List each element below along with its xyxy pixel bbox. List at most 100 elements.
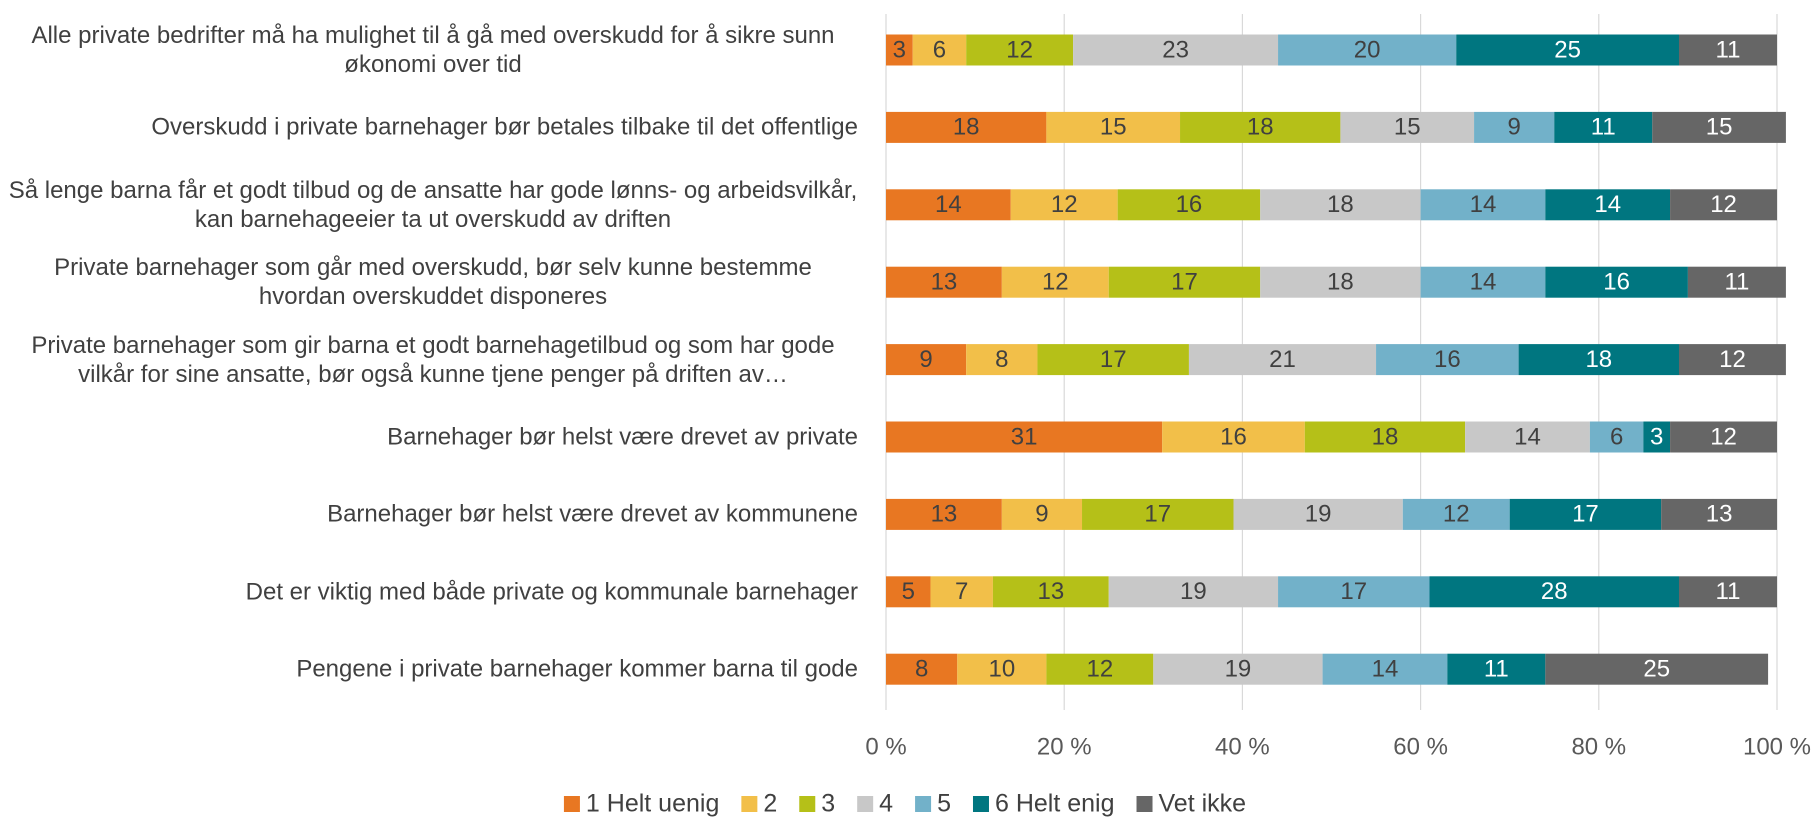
data-label: 14 xyxy=(1594,191,1621,218)
bar-segment xyxy=(1402,498,1510,530)
data-label: 14 xyxy=(1470,191,1497,218)
data-label: 18 xyxy=(1327,191,1354,218)
bar-segment xyxy=(1010,189,1118,221)
data-label: 3 xyxy=(1650,423,1663,450)
bar-segment xyxy=(1420,189,1546,221)
data-label: 17 xyxy=(1100,346,1127,373)
data-label: 19 xyxy=(1180,578,1207,605)
legend-label: 2 xyxy=(763,790,777,818)
bar-segment xyxy=(886,266,1002,298)
bar-segment xyxy=(1260,189,1421,221)
legend: 1 Helt uenig 2 3 4 5 6 Helt enig Vet ikke xyxy=(563,790,1247,818)
bar-segment xyxy=(1233,498,1403,530)
legend-swatch xyxy=(857,796,874,812)
data-label: 28 xyxy=(1541,578,1568,605)
bar-segment xyxy=(1589,421,1644,453)
data-label: 15 xyxy=(1706,114,1733,141)
legend-swatch xyxy=(1136,796,1153,812)
data-label: 16 xyxy=(1220,423,1247,450)
legend-swatch xyxy=(741,796,758,812)
data-label: 11 xyxy=(1716,578,1741,605)
legend-label: Vet ikke xyxy=(1159,790,1247,818)
data-label: 18 xyxy=(1327,269,1354,296)
data-label: 5 xyxy=(902,578,915,605)
data-label: 18 xyxy=(1247,114,1274,141)
data-label: 25 xyxy=(1643,656,1670,683)
data-label: 14 xyxy=(1372,656,1399,683)
bar-segment xyxy=(1108,266,1261,298)
legend-label: 5 xyxy=(937,790,951,818)
bar-segment xyxy=(1518,344,1679,376)
data-label: 15 xyxy=(1394,114,1421,141)
x-tick-label: 20 % xyxy=(1037,733,1092,760)
bar-segment xyxy=(1545,189,1671,221)
data-label: 23 xyxy=(1162,36,1189,63)
category-label: Barnehager bør helst være drevet av priv… xyxy=(387,423,858,451)
bar-segment xyxy=(1545,266,1688,298)
data-label: 13 xyxy=(931,269,958,296)
bar-segment xyxy=(886,576,931,608)
data-label: 13 xyxy=(931,501,958,528)
data-label: 19 xyxy=(1305,501,1332,528)
data-label: 15 xyxy=(1100,114,1127,141)
bar-segment xyxy=(1429,576,1679,608)
data-label: 12 xyxy=(1042,269,1069,296)
bar-segment xyxy=(1082,498,1234,530)
bar-segment xyxy=(886,34,913,66)
legend-swatch xyxy=(915,796,932,812)
bar-segment xyxy=(1376,344,1519,376)
bar-segment xyxy=(1643,421,1671,453)
data-label: 6 xyxy=(1610,423,1623,450)
bar-segment xyxy=(886,653,958,685)
bar-segment xyxy=(1678,34,1777,66)
x-tick-label: 80 % xyxy=(1571,733,1626,760)
bar-segment xyxy=(1188,344,1377,376)
bar-segment xyxy=(886,344,967,376)
bar-segment xyxy=(992,576,1109,608)
bar-segment xyxy=(1670,421,1777,453)
data-label: 8 xyxy=(995,346,1008,373)
category-label: Private barnehager som gir barna et godt… xyxy=(31,331,835,388)
bar-segment xyxy=(1545,653,1769,685)
bar-segment xyxy=(966,34,1074,66)
category-label: Private barnehager som går med overskudd… xyxy=(54,254,812,311)
data-label: 16 xyxy=(1434,346,1461,373)
data-label: 19 xyxy=(1225,656,1252,683)
data-label: 12 xyxy=(1443,501,1470,528)
bar-segment xyxy=(1456,34,1679,66)
data-label: 31 xyxy=(1011,423,1038,450)
legend-label: 3 xyxy=(821,790,835,818)
data-label: 18 xyxy=(1585,346,1612,373)
legend-swatch xyxy=(563,796,580,812)
data-label: 21 xyxy=(1269,346,1296,373)
data-label: 16 xyxy=(1176,191,1203,218)
bar-segment xyxy=(1046,653,1154,685)
legend-swatch xyxy=(972,796,989,812)
category-label: Så lenge barna får et godt tilbud og de … xyxy=(8,176,858,233)
data-label: 17 xyxy=(1572,501,1599,528)
category-label: Barnehager bør helst være drevet av komm… xyxy=(327,500,858,528)
bar-segment xyxy=(1678,576,1777,608)
bar-segment xyxy=(1509,498,1662,530)
bar-segment xyxy=(1278,34,1457,66)
x-tick-label: 60 % xyxy=(1393,733,1448,760)
data-label: 18 xyxy=(953,114,980,141)
data-label: 16 xyxy=(1603,269,1630,296)
bar-segment xyxy=(957,653,1047,685)
data-label: 12 xyxy=(1719,346,1746,373)
bar-segment xyxy=(1278,576,1430,608)
data-label: 25 xyxy=(1554,36,1581,63)
data-label: 17 xyxy=(1171,269,1198,296)
bar-segment xyxy=(886,421,1163,453)
data-label: 13 xyxy=(1037,578,1064,605)
bar-segment xyxy=(886,189,1011,221)
data-label: 11 xyxy=(1724,269,1749,296)
data-label: 12 xyxy=(1710,423,1737,450)
bar-segment xyxy=(1108,576,1279,608)
data-label: 12 xyxy=(1710,191,1737,218)
x-tick-label: 40 % xyxy=(1215,733,1270,760)
category-label: Det er viktig med både private og kommun… xyxy=(245,578,858,606)
bar-segment xyxy=(1678,344,1786,376)
